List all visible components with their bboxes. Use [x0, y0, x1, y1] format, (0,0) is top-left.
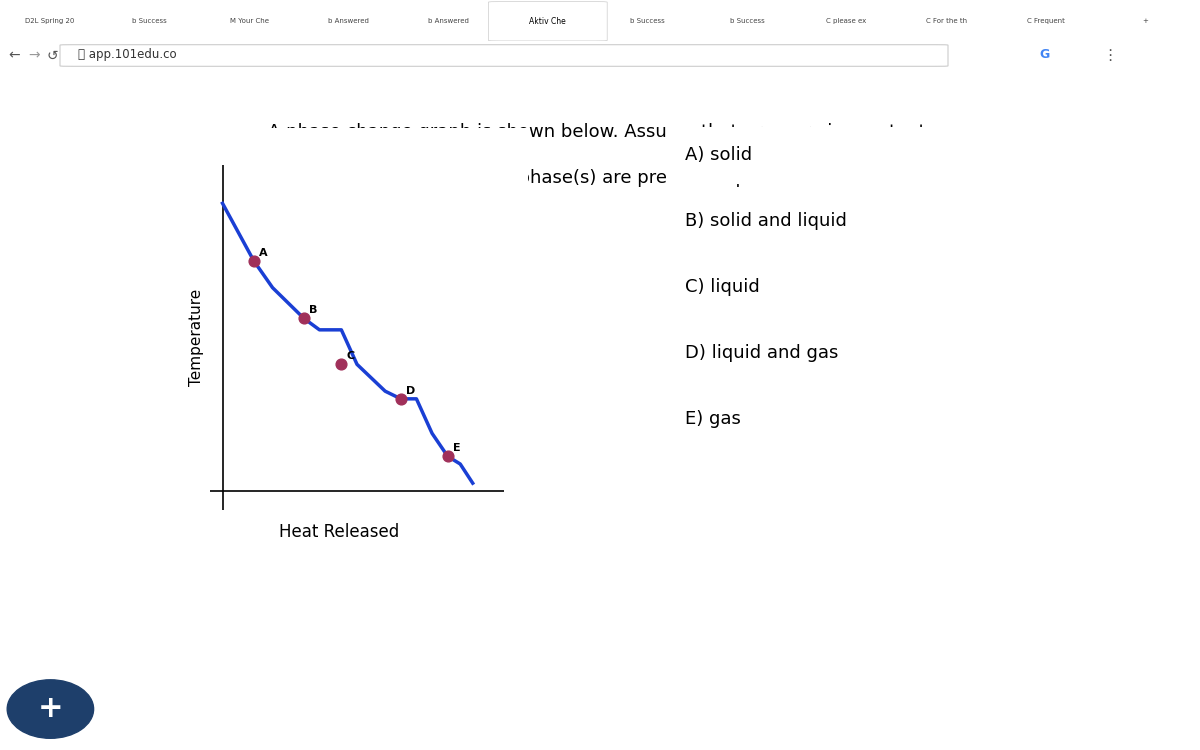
Text: Time's Up!: Time's Up!	[551, 76, 649, 94]
FancyBboxPatch shape	[656, 257, 1156, 317]
Text: ⋮: ⋮	[1103, 48, 1117, 63]
Point	[331, 358, 350, 370]
Text: ↺: ↺	[47, 49, 59, 62]
Text: B: B	[310, 305, 318, 315]
FancyBboxPatch shape	[146, 123, 532, 552]
Text: B) solid and liquid: B) solid and liquid	[685, 212, 847, 230]
Text: E) gas: E) gas	[685, 410, 742, 428]
Text: 〈: 〈	[17, 76, 26, 94]
Text: 🔒 app.101edu.co: 🔒 app.101edu.co	[78, 49, 176, 62]
Text: →: →	[28, 49, 40, 62]
Text: C For the th: C For the th	[925, 18, 967, 24]
Y-axis label: Temperature: Temperature	[190, 289, 204, 386]
Text: b Success: b Success	[630, 18, 665, 24]
Text: D) liquid and gas: D) liquid and gas	[685, 344, 839, 362]
Text: +: +	[1142, 18, 1148, 24]
Text: A) solid: A) solid	[685, 146, 752, 164]
Point	[244, 255, 263, 267]
Text: b Answered: b Answered	[328, 18, 370, 24]
Point	[391, 393, 410, 405]
Text: Identify what phase(s) are present at point E.: Identify what phase(s) are present at po…	[395, 169, 805, 187]
Text: Heat Released: Heat Released	[278, 523, 400, 541]
Text: C: C	[347, 351, 355, 361]
FancyBboxPatch shape	[60, 45, 948, 66]
Circle shape	[7, 680, 94, 738]
Text: A phase change graph is shown below. Assume that pressure is constant.: A phase change graph is shown below. Ass…	[269, 123, 931, 141]
Text: M Your Che: M Your Che	[229, 18, 269, 24]
Text: b Success: b Success	[132, 18, 167, 24]
Text: C please ex: C please ex	[827, 18, 866, 24]
Text: Submit: Submit	[1103, 79, 1152, 92]
Text: C) liquid: C) liquid	[685, 278, 760, 296]
FancyBboxPatch shape	[656, 125, 1156, 185]
Text: +: +	[37, 694, 64, 722]
Text: ←: ←	[8, 49, 20, 62]
Text: E: E	[454, 443, 461, 453]
FancyBboxPatch shape	[656, 323, 1156, 383]
Text: D: D	[407, 386, 415, 396]
Point	[438, 450, 457, 462]
Text: Aktiv Che: Aktiv Che	[529, 16, 566, 26]
Text: b Success: b Success	[730, 18, 764, 24]
FancyBboxPatch shape	[488, 2, 607, 41]
Point	[294, 312, 313, 324]
FancyBboxPatch shape	[656, 191, 1156, 251]
Text: G: G	[1039, 49, 1049, 62]
Text: C Frequent: C Frequent	[1027, 18, 1064, 24]
FancyBboxPatch shape	[656, 389, 1156, 449]
Text: A: A	[259, 248, 268, 258]
Text: b Answered: b Answered	[427, 18, 469, 24]
Text: D2L Spring 20: D2L Spring 20	[25, 18, 74, 24]
